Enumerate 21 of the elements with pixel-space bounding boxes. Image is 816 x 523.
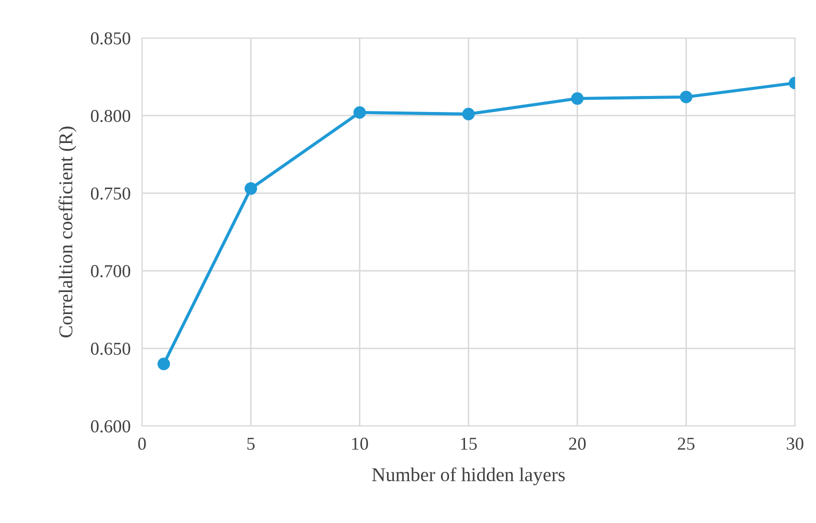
y-tick-label: 0.800 (90, 110, 130, 122)
point (462, 108, 475, 120)
y-axis-title: Correlaltion coefficient (R) (58, 126, 76, 338)
point (158, 358, 170, 370)
x-axis-title: Number of hidden layers (372, 467, 565, 486)
point (353, 106, 366, 119)
point (244, 182, 258, 195)
x-tick-label: 10 (352, 438, 368, 450)
x-tick-label: 5 (247, 438, 255, 450)
y-tick-label: 0.850 (90, 32, 130, 45)
x-tick-label: 25 (678, 438, 694, 450)
point (680, 90, 692, 104)
x-tick-label: 0 (138, 438, 146, 450)
y-tick-label: 0.650 (90, 342, 130, 355)
x-tick-label: 15 (461, 438, 477, 450)
y-tick-label: 0.750 (90, 187, 130, 200)
x-tick-label: 30 (786, 438, 804, 450)
y-tick-label: 0.700 (90, 265, 130, 278)
x-tick-label: 20 (569, 438, 586, 450)
y-tick-label: 0.600 (90, 420, 130, 433)
point (571, 92, 584, 105)
